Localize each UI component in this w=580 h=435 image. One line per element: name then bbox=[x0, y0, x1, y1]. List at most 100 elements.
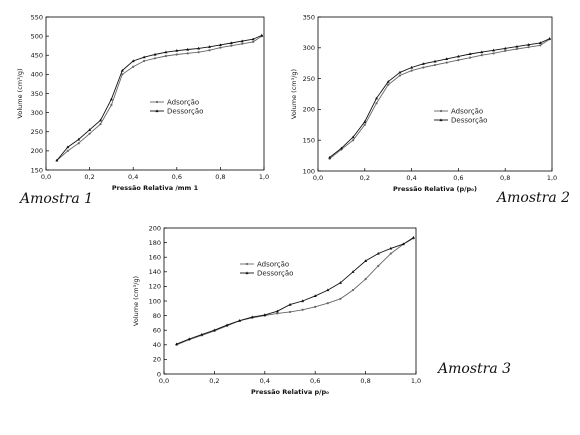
y-tick-label: 160 bbox=[149, 254, 161, 262]
x-tick-label: 1,0 bbox=[259, 173, 269, 181]
point-dessorcao bbox=[197, 46, 201, 50]
point-dessorcao bbox=[240, 39, 244, 43]
point-adsorcao bbox=[375, 102, 378, 105]
x-tick-label: 0,4 bbox=[406, 174, 416, 182]
x-tick-label: 0,8 bbox=[360, 377, 370, 385]
x-tick-label: 0,6 bbox=[310, 377, 320, 385]
y-tick-label: 100 bbox=[303, 167, 315, 175]
point-adsorcao bbox=[457, 59, 460, 62]
point-dessorcao bbox=[186, 47, 190, 51]
point-dessorcao bbox=[480, 50, 484, 54]
legend-marker bbox=[439, 109, 443, 113]
point-dessorcao bbox=[398, 70, 402, 74]
y-tick-label: 300 bbox=[303, 44, 315, 52]
point-adsorcao bbox=[387, 83, 390, 86]
point-adsorcao bbox=[121, 73, 124, 76]
point-adsorcao bbox=[480, 54, 483, 57]
point-adsorcao bbox=[363, 123, 366, 126]
point-dessorcao bbox=[503, 46, 507, 50]
x-tick-label: 0,2 bbox=[84, 173, 94, 181]
point-dessorcao bbox=[548, 36, 552, 40]
chart-amostra-2: 0,0 0,2 0,4 0,6 0,8 1,0 100 150 200 250 300 350 Pres… bbox=[290, 13, 557, 193]
series-line-dessorcao bbox=[56, 34, 262, 161]
point-adsorcao bbox=[398, 74, 401, 77]
plot-frame bbox=[317, 16, 553, 172]
point-adsorcao bbox=[276, 312, 279, 315]
point-adsorcao bbox=[66, 149, 69, 152]
y-tick-label: 150 bbox=[31, 166, 43, 174]
y-tick-label: 100 bbox=[149, 297, 161, 305]
point-dessorcao bbox=[527, 43, 531, 46]
point-dessorcao bbox=[468, 52, 472, 56]
point-adsorcao bbox=[301, 308, 304, 311]
point-dessorcao bbox=[410, 65, 414, 69]
point-dessorcao bbox=[120, 68, 124, 72]
point-dessorcao bbox=[77, 137, 81, 141]
point-dessorcao bbox=[351, 270, 355, 273]
point-adsorcao bbox=[504, 49, 507, 52]
point-adsorcao bbox=[527, 46, 530, 49]
x-tick-label: 0,2 bbox=[209, 377, 219, 385]
caption-amostra-1: Amostra 1 bbox=[18, 191, 93, 207]
point-adsorcao bbox=[99, 123, 102, 126]
x-tick-label: 0,6 bbox=[172, 173, 182, 181]
point-dessorcao bbox=[175, 49, 179, 52]
point-dessorcao bbox=[328, 155, 332, 159]
y-tick-label: 200 bbox=[149, 224, 161, 232]
x-axis-title: Pressão Relativa (p/p₀) bbox=[393, 185, 477, 193]
y-tick-label: 40 bbox=[153, 341, 161, 349]
point-dessorcao bbox=[142, 55, 146, 59]
point-dessorcao bbox=[288, 303, 292, 306]
x-tick-label: 0,8 bbox=[215, 173, 225, 181]
legend-marker bbox=[155, 109, 159, 113]
point-dessorcao bbox=[515, 44, 519, 48]
point-adsorcao bbox=[132, 65, 135, 68]
point-dessorcao bbox=[492, 48, 495, 52]
point-adsorcao bbox=[433, 63, 437, 67]
point-adsorcao bbox=[377, 264, 380, 268]
point-dessorcao bbox=[351, 135, 355, 139]
point-adsorcao bbox=[410, 69, 413, 72]
point-dessorcao bbox=[401, 242, 405, 246]
point-dessorcao bbox=[225, 323, 229, 327]
y-tick-label: 0 bbox=[157, 370, 161, 378]
legend-marker bbox=[245, 271, 249, 275]
point-adsorcao bbox=[515, 47, 519, 51]
y-tick-label: 180 bbox=[149, 239, 161, 247]
point-dessorcao bbox=[338, 281, 342, 284]
x-tick-label: 1,0 bbox=[547, 174, 557, 182]
y-tick-label: 450 bbox=[31, 52, 43, 60]
y-tick-label: 60 bbox=[153, 327, 161, 335]
point-dessorcao bbox=[175, 342, 179, 346]
point-adsorcao bbox=[492, 52, 495, 55]
y-tick-label: 140 bbox=[149, 268, 161, 276]
point-adsorcao bbox=[219, 46, 222, 49]
chart-amostra-1: 0,0 0,2 0,4 0,6 0,8 1,0 150 200 250 300 350 400 450 5… bbox=[16, 13, 269, 192]
point-adsorcao bbox=[314, 305, 317, 308]
series-line-adsorcao bbox=[176, 237, 414, 346]
legend-marker bbox=[155, 100, 159, 104]
legend-label: Adsorção bbox=[167, 99, 199, 107]
y-tick-label: 500 bbox=[31, 32, 43, 40]
point-dessorcao bbox=[456, 54, 460, 58]
point-adsorcao bbox=[143, 59, 146, 63]
y-tick-label: 550 bbox=[31, 13, 43, 21]
point-dessorcao bbox=[389, 246, 393, 250]
point-adsorcao bbox=[539, 44, 542, 47]
point-dessorcao bbox=[411, 235, 415, 239]
point-dessorcao bbox=[131, 59, 135, 63]
y-axis-title: Volume (cm³/g) bbox=[290, 69, 298, 119]
x-axis-title: Pressão Relativa p/p₀ bbox=[251, 388, 329, 396]
y-tick-label: 150 bbox=[303, 137, 315, 145]
point-adsorcao bbox=[88, 132, 91, 135]
y-axis-title: Volume (cm³/g) bbox=[132, 276, 140, 326]
point-dessorcao bbox=[421, 62, 425, 65]
point-adsorcao bbox=[241, 42, 244, 45]
y-tick-label: 20 bbox=[153, 356, 161, 364]
point-dessorcao bbox=[55, 158, 59, 162]
point-adsorcao bbox=[186, 52, 189, 55]
legend-label: Adsorção bbox=[257, 261, 289, 269]
point-adsorcao bbox=[352, 139, 355, 142]
point-adsorcao bbox=[208, 49, 211, 52]
point-adsorcao bbox=[175, 53, 178, 56]
